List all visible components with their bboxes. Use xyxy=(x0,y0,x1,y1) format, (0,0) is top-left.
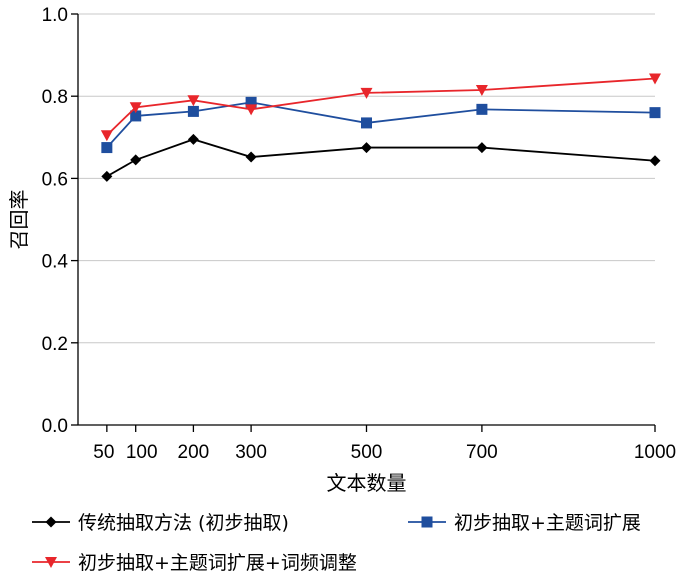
x-axis-title: 文本数量 xyxy=(327,471,407,495)
y-tick-label: 0.6 xyxy=(42,169,68,190)
data-point xyxy=(130,110,142,122)
data-point xyxy=(476,142,488,154)
data-point xyxy=(361,117,372,129)
legend-marker xyxy=(45,557,57,568)
y-tick-label: 0.4 xyxy=(42,252,69,273)
legend-item: 传统抽取方法 (初步抽取) xyxy=(32,512,289,534)
legend-marker xyxy=(421,516,433,528)
data-point xyxy=(101,142,113,154)
data-point xyxy=(129,102,142,114)
x-tick-label: 300 xyxy=(235,442,267,463)
data-point xyxy=(649,107,661,119)
data-point xyxy=(649,155,661,167)
data-point xyxy=(187,133,199,145)
data-point xyxy=(245,104,258,116)
x-tick-label: 100 xyxy=(126,442,158,463)
series-2 xyxy=(100,73,661,142)
data-point xyxy=(476,103,488,115)
data-point xyxy=(245,151,257,163)
y-tick-label: 1.0 xyxy=(42,5,68,26)
data-point xyxy=(649,73,661,85)
y-ticks: 0.0 0.2 0.4 0.6 0.8 1.0 xyxy=(42,5,78,437)
series xyxy=(100,73,661,182)
x-tick-label: 1000 xyxy=(634,442,676,463)
legend-item: 初步抽取+主题词扩展+词频调整 xyxy=(32,552,357,574)
legend-label: 初步抽取+主题词扩展 xyxy=(454,512,641,534)
y-tick-label: 0.0 xyxy=(42,416,68,437)
x-tick-label: 50 xyxy=(93,442,114,463)
data-point xyxy=(187,95,200,107)
legend-item: 初步抽取+主题词扩展 xyxy=(408,512,641,534)
series-1 xyxy=(101,96,661,154)
x-ticks: 50 100 200 300 500 700 1000 xyxy=(93,425,676,463)
series-line xyxy=(106,138,656,178)
data-point xyxy=(101,170,113,182)
x-tick-label: 500 xyxy=(351,442,383,463)
data-point xyxy=(361,142,372,154)
y-tick-label: 0.8 xyxy=(42,87,68,108)
legend-label: 传统抽取方法 (初步抽取) xyxy=(78,512,289,534)
legend-label: 初步抽取+主题词扩展+词频调整 xyxy=(78,552,357,574)
y-tick-label: 0.2 xyxy=(42,334,68,355)
data-point xyxy=(187,105,199,117)
series-0 xyxy=(101,133,661,182)
gridlines xyxy=(78,13,655,344)
data-point xyxy=(130,154,142,166)
data-point xyxy=(245,96,257,108)
data-point xyxy=(475,85,488,97)
legend-marker xyxy=(45,516,57,528)
data-point xyxy=(100,130,113,142)
y-axis-title: 召回率 xyxy=(7,190,31,250)
x-tick-label: 200 xyxy=(178,442,210,463)
x-tick-label: 700 xyxy=(466,442,498,463)
data-point xyxy=(360,87,373,99)
axes xyxy=(77,14,655,426)
